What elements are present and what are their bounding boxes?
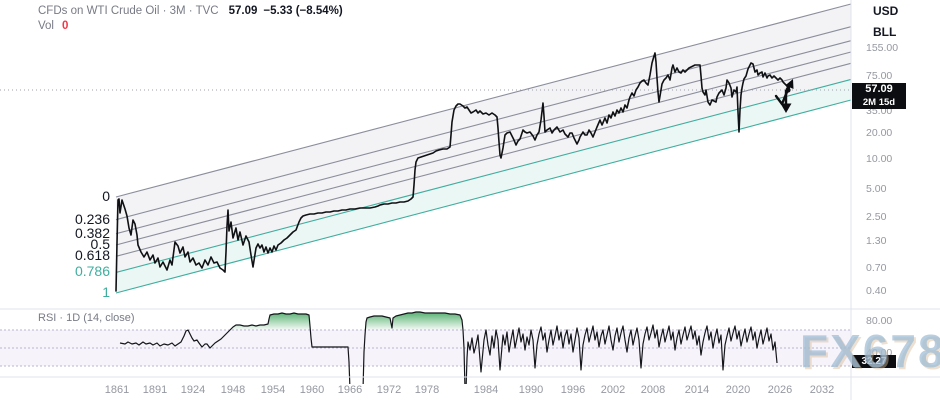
bar-countdown: 2M 15d: [862, 97, 896, 108]
fib-level-line-0[interactable]: [115, 3, 852, 198]
price-axis-tick-155.00: 155.00: [866, 42, 899, 54]
fib-level-label-0.236: 0.236: [74, 210, 110, 227]
rsi-pane[interactable]: [0, 311, 851, 390]
down-arrow-head: [780, 103, 792, 113]
fib-level-line-0.236[interactable]: [115, 26, 852, 221]
volume-value: 0: [62, 20, 69, 32]
fib-channel-fill-gray: [116, 4, 851, 273]
time-axis-tick-1990: 1990: [518, 384, 544, 396]
time-axis-tick-1948: 1948: [220, 384, 246, 396]
price-axis-tick-20.00: 20.00: [866, 127, 893, 139]
price-axis-tick-75.00: 75.00: [866, 70, 893, 82]
time-axis-tick-1984: 1984: [473, 384, 499, 396]
time-axis-tick-1891: 1891: [142, 384, 168, 396]
fib-level-line-0.382[interactable]: [115, 40, 852, 235]
rsi-indicator-legend[interactable]: RSI · 1D (14, close): [38, 312, 135, 324]
time-axis-tick-2008: 2008: [640, 384, 666, 396]
fib-level-line-0.5[interactable]: [115, 51, 852, 246]
time-axis-tick-2014: 2014: [684, 384, 710, 396]
fx678-watermark: FX678: [800, 325, 940, 377]
fib-level-label-0: 0: [102, 188, 110, 204]
price-change-value: −5.33 (−8.54%): [263, 5, 343, 17]
unit-bll-button[interactable]: BLL: [873, 25, 897, 39]
rsi-line-series: [119, 311, 778, 384]
fib-level-label-1: 1: [102, 284, 110, 300]
price-axis-tick-10.00: 10.00: [866, 153, 893, 165]
fib-level-line-1[interactable]: [115, 99, 852, 294]
time-axis-tick-1966: 1966: [337, 384, 363, 396]
rsi-value-badge: 32.27: [852, 355, 896, 368]
time-axis-tick-2026: 2026: [767, 384, 793, 396]
time-axis-tick-2020: 2020: [725, 384, 751, 396]
price-line-series[interactable]: [115, 52, 789, 292]
rsi-axis-tick-80.00: 80.00: [866, 315, 893, 327]
fib-level-line-0.618[interactable]: [115, 62, 852, 257]
fib-level-label-0.786: 0.786: [74, 263, 110, 280]
last-price-value: 57.09: [228, 5, 258, 17]
time-axis-tick-2032: 2032: [809, 384, 835, 396]
current-price-badge-value: 57.09: [865, 83, 893, 95]
fib-channel-fill-teal: [116, 79, 851, 294]
symbol-legend: CFDs on WTI Crude Oil · 3M · TVC 57.09 −5.…: [38, 4, 343, 18]
symbol-title[interactable]: CFDs on WTI Crude Oil · 3M · TVC: [38, 5, 219, 17]
price-axis-tick-0.70: 0.70: [866, 262, 887, 274]
fib-level-label-0.618: 0.618: [74, 247, 110, 264]
unit-usd-button[interactable]: USD: [873, 4, 899, 18]
time-axis-tick-1996: 1996: [560, 384, 586, 396]
current-price-badge: 57.09 2M 15d: [852, 83, 906, 109]
time-axis-tick-1960: 1960: [299, 384, 325, 396]
rsi-overbought-fill: [120, 312, 777, 330]
volume-label: Vol: [38, 20, 54, 32]
volume-legend: Vol 0: [38, 20, 68, 32]
fib-level-label-0.382: 0.382: [74, 224, 110, 241]
time-axis-tick-2002: 2002: [600, 384, 626, 396]
fib-level-label-0.5: 0.5: [90, 236, 110, 252]
up-arrow-head: [785, 79, 794, 89]
time-axis-tick-1924: 1924: [180, 384, 206, 396]
time-axis-tick-1954: 1954: [260, 384, 286, 396]
price-axis-tick-0.40: 0.40: [866, 285, 887, 297]
price-axis-tick-1.30: 1.30: [866, 235, 887, 247]
time-axis-tick-1861: 1861: [104, 384, 130, 396]
time-axis-tick-1978: 1978: [414, 384, 440, 396]
time-axis-tick-1972: 1972: [376, 384, 402, 396]
price-axis-tick-2.50: 2.50: [866, 211, 887, 223]
price-axis-tick-5.00: 5.00: [866, 183, 887, 195]
